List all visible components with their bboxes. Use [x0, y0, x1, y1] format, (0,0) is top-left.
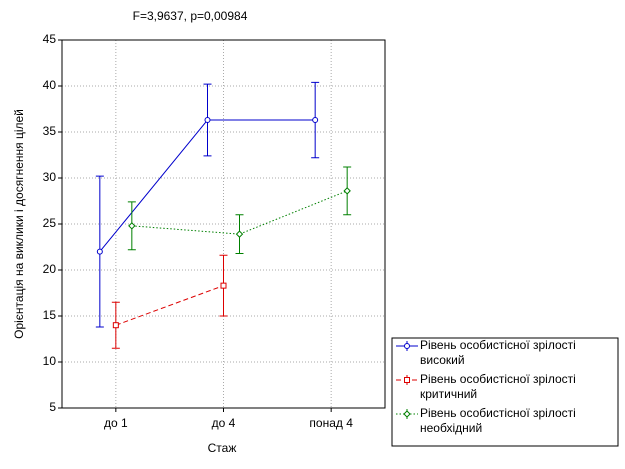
point: [112, 322, 119, 329]
point: [404, 343, 410, 349]
y-tick-label: 40: [43, 78, 57, 92]
y-tick-label: 25: [43, 216, 57, 230]
series-line: [115, 285, 224, 326]
x-axis-label: Стаж: [208, 441, 237, 455]
y-tick-label: 5: [49, 400, 56, 414]
x-tick-label: понад 4: [309, 416, 353, 430]
y-axis-label: Орієнтація на виклики і досягнення цілей: [12, 109, 26, 339]
point: [220, 282, 227, 289]
legend-entry: Рівень особистісної зрілості необхідний: [420, 406, 576, 435]
x-tick-label: до 4: [212, 416, 236, 430]
series-line: [131, 190, 348, 235]
legend-entry: Рівень особистісної зрілості критичний: [420, 372, 576, 401]
point: [235, 230, 244, 238]
y-tick-label: 15: [43, 308, 57, 322]
point: [403, 410, 411, 418]
point: [128, 222, 136, 230]
chart-title: F=3,9637, p=0,00984: [133, 9, 248, 23]
point: [96, 248, 103, 255]
y-tick-label: 10: [43, 354, 57, 368]
legend-entry: Рівень особистісної зрілості високий: [420, 338, 576, 367]
y-tick-label: 35: [43, 124, 57, 138]
y-tick-label: 45: [43, 32, 57, 46]
point: [312, 117, 319, 124]
point: [404, 377, 410, 383]
x-tick-label: до 1: [104, 416, 128, 430]
legend-box: [391, 337, 619, 447]
point: [343, 187, 351, 195]
point: [204, 117, 211, 124]
y-tick-label: 20: [43, 262, 57, 276]
y-tick-label: 30: [43, 170, 57, 184]
plot-frame: [61, 39, 386, 409]
